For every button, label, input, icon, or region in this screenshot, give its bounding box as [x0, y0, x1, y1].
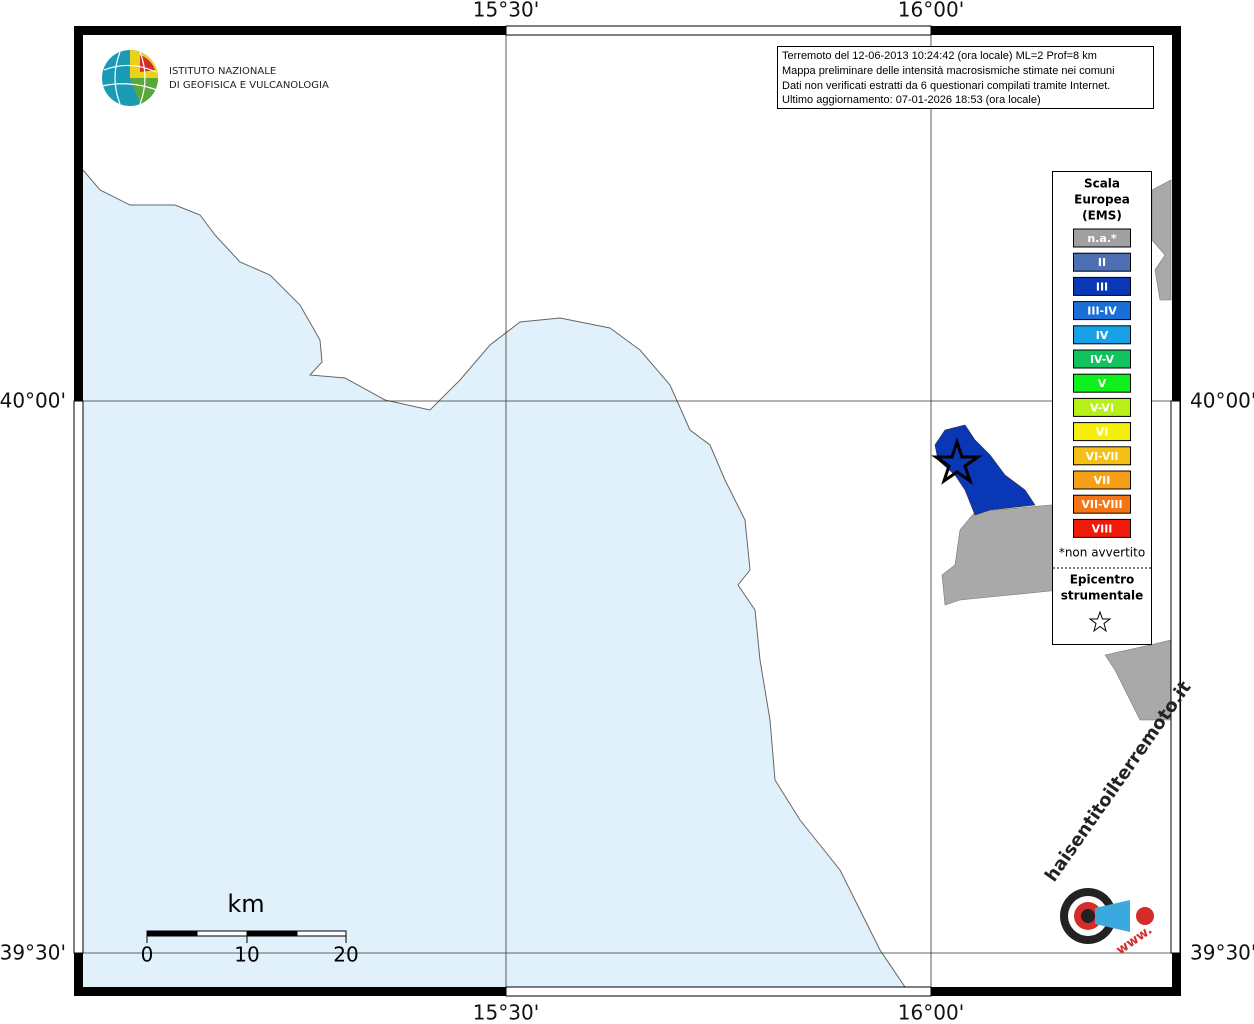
longitude-label: 16°00': [898, 0, 964, 22]
latitude-label: 39°30': [0, 941, 66, 965]
scale-segment: [196, 930, 248, 937]
legend-label: IV: [1096, 329, 1109, 342]
legend-label: III-IV: [1087, 305, 1117, 318]
legend-label: VII-VIII: [1081, 498, 1122, 511]
longitude-label: 15°30': [473, 1001, 539, 1024]
longitude-label: 15°30': [473, 0, 539, 22]
legend-note: *non avvertito: [1059, 546, 1145, 560]
legend-swatch: [1073, 373, 1131, 393]
legend-label: VIII: [1092, 522, 1113, 535]
epicentre-star: [931, 437, 983, 485]
coastline: [82, 169, 906, 988]
institute-name: DI GEOFISICA E VULCANOLOGIA: [169, 80, 329, 91]
info-line: Terremoto del 12-06-2013 10:24:42 (ora l…: [782, 50, 1097, 62]
municipality-gray: [1151, 179, 1172, 301]
legend-label: IV-V: [1090, 353, 1115, 366]
legend-swatch: [1073, 397, 1131, 417]
legend-star: [1088, 610, 1112, 633]
latitude-label: 39°30': [1190, 941, 1254, 965]
frame-segment: [505, 25, 932, 36]
legend-swatch: [1073, 518, 1131, 538]
legend-label: V: [1098, 377, 1107, 390]
legend-swatch: [1073, 228, 1131, 248]
scale-label: 10: [234, 943, 259, 967]
scale-label: 0: [141, 943, 154, 967]
scale-segment: [296, 930, 347, 937]
latitude-label: 40°00': [1190, 389, 1254, 413]
info-line: Mappa preliminare delle intensità macros…: [782, 65, 1115, 77]
legend-swatch: [1073, 349, 1131, 369]
scale-label: 20: [333, 943, 358, 967]
frame-segment: [1170, 400, 1181, 954]
legend-title: (EMS): [1082, 209, 1122, 223]
legend-swatch: [1073, 301, 1131, 321]
sea: [83, 170, 905, 987]
scale-segment: [146, 930, 198, 937]
frame-segment: [505, 986, 932, 997]
legend-label: VII: [1094, 474, 1111, 487]
legend-epicentre: Epicentro: [1070, 573, 1135, 587]
info-line: Dati non verificati estratti da 6 questi…: [782, 80, 1110, 92]
info-line: Ultimo aggiornamento: 07-01-2026 18:53 (…: [782, 94, 1041, 106]
legend-swatch: [1073, 446, 1131, 466]
latitude-label: 40°00': [0, 389, 66, 413]
legend-epicentre: strumentale: [1061, 589, 1144, 603]
legend-label: III: [1096, 280, 1108, 293]
institute-name: ISTITUTO NAZIONALE: [169, 66, 276, 77]
legend-label: V-VI: [1090, 401, 1114, 414]
legend-swatch: [1073, 470, 1131, 490]
institute-logo: ISTITUTO NAZIONALE DI GEOFISICA E VULCAN…: [101, 50, 329, 106]
legend-swatch: [1073, 494, 1131, 514]
legend-label: II: [1098, 256, 1106, 269]
frame-segment: [73, 400, 84, 954]
info-box: [777, 46, 1154, 109]
legend-swatch: [1073, 325, 1131, 345]
legend-label: VI-VII: [1085, 450, 1118, 463]
scale-bar: km 0 10 20: [141, 890, 359, 967]
legend-swatch: [1073, 422, 1131, 442]
scale-segment: [246, 930, 298, 937]
legend-label: VI: [1096, 426, 1109, 439]
legend-title: Scala: [1084, 177, 1120, 191]
legend-label: n.a.*: [1087, 232, 1117, 245]
legend-swatch: [1073, 252, 1131, 272]
legend-swatch: [1073, 276, 1131, 296]
municipality-gray: [1104, 639, 1172, 721]
longitude-label: 16°00': [898, 1001, 964, 1024]
legend: Scala Europea (EMS) *non avvertito Epice…: [1052, 171, 1152, 645]
legend-title: Europea: [1074, 193, 1130, 207]
scale-unit: km: [227, 890, 264, 918]
